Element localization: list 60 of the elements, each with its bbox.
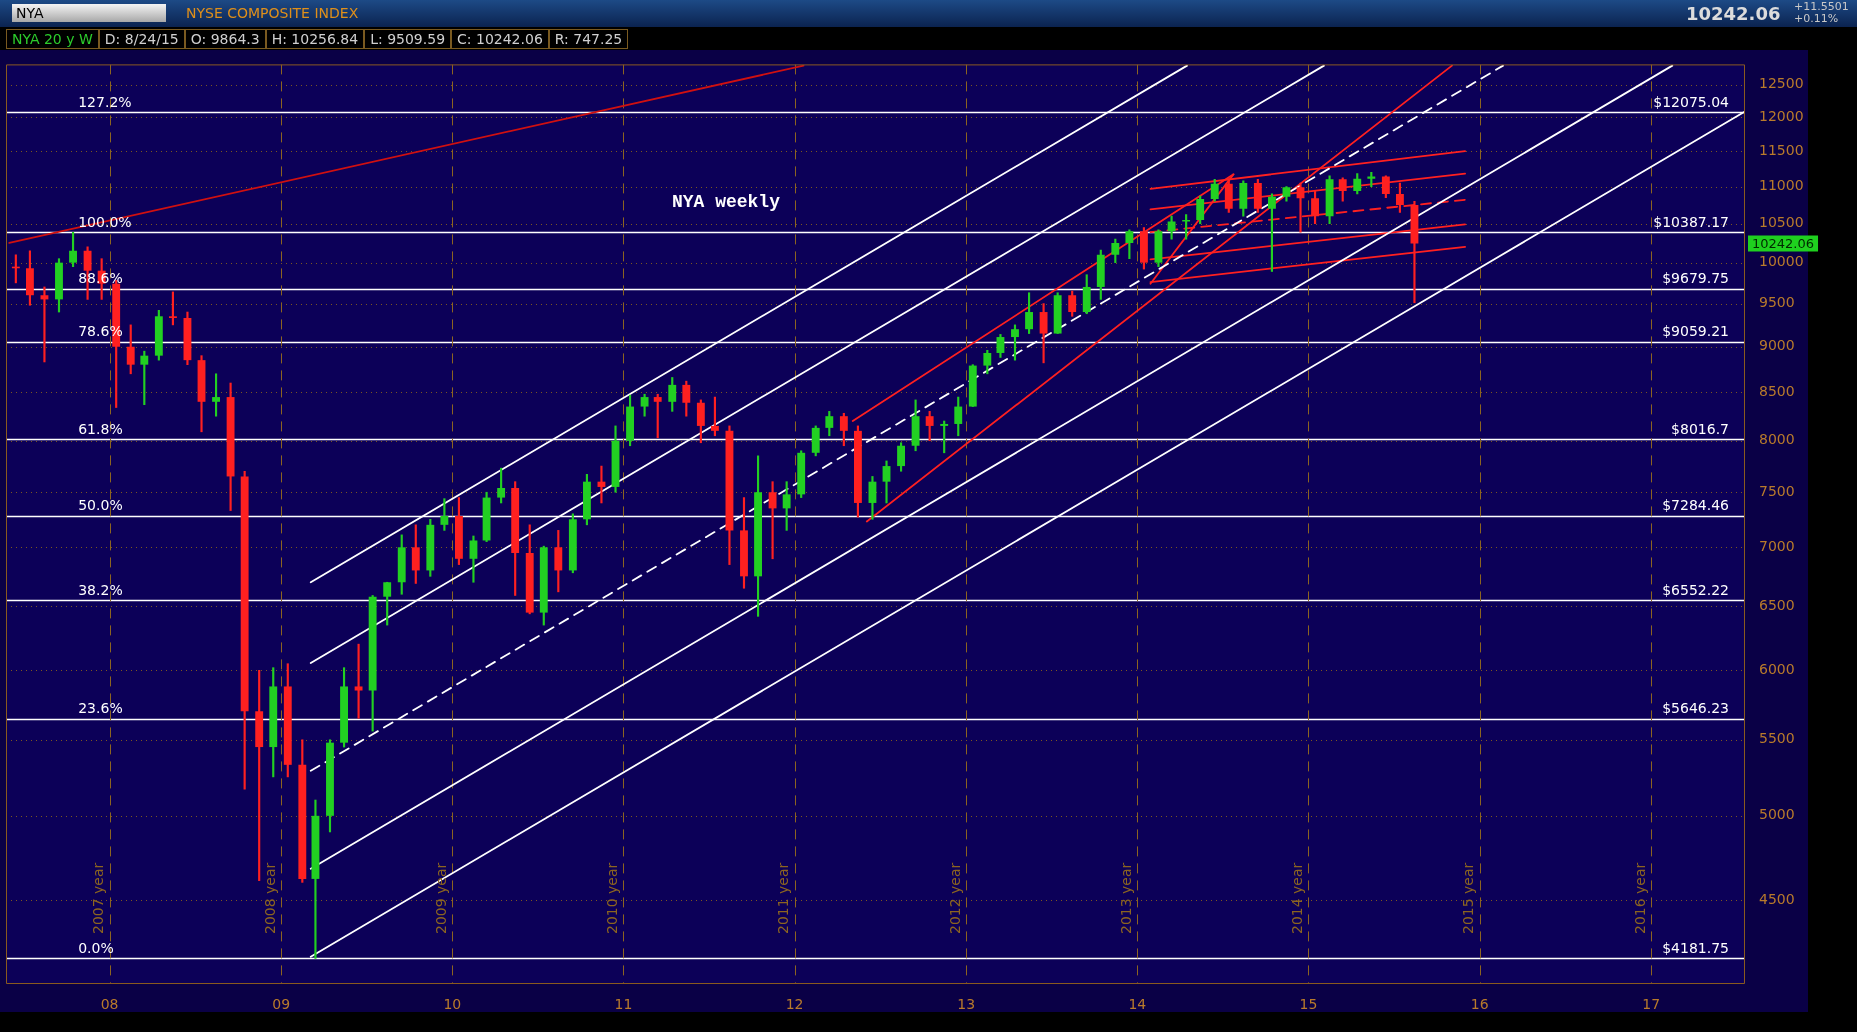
y-tick-label: 7500 (1759, 482, 1795, 499)
ref-line-label: $7284.46 (1662, 497, 1730, 514)
text: NYA (16, 4, 45, 22)
y-tick-label: 5500 (1759, 730, 1795, 747)
ref-line-label: 2015 year (1460, 862, 1477, 934)
annotation: 38.2% (78, 581, 123, 598)
text: +0.11% (1794, 12, 1840, 25)
y-tick-label: 9500 (1759, 294, 1795, 311)
ref-line-label: 2012 year (946, 862, 963, 934)
ref-line-label: $6552.22 (1662, 581, 1729, 598)
y-tick-label: 4500 (1759, 890, 1795, 907)
x-tick-label: 08 (100, 996, 119, 1013)
ref-line-label: 2010 year (604, 862, 621, 934)
x-tick-label: 16 (1470, 996, 1489, 1013)
y-tick-label: 11500 (1759, 141, 1804, 158)
text: +11.5501 (1794, 0, 1849, 13)
x-tick-label: 12 (785, 996, 804, 1013)
y-tick-label: 11000 (1759, 177, 1804, 194)
y-tick-label: 6500 (1759, 597, 1795, 614)
annotation: 61.8% (78, 420, 123, 437)
annotation: NYA weekly (671, 191, 781, 212)
y-tick-label: 8000 (1759, 431, 1795, 448)
y-tick-label: 12500 (1759, 75, 1804, 92)
ref-line-label: 2007 year (90, 862, 107, 934)
annotation: 50.0% (78, 497, 123, 514)
x-tick-label: 10 (443, 996, 462, 1013)
y-tick-label: 10000 (1759, 253, 1804, 270)
x-tick-label: 17 (1642, 996, 1661, 1013)
ref-line-label: 2013 year (1118, 862, 1134, 934)
y-tick-label: 10500 (1759, 214, 1804, 231)
y-tick-label: 5000 (1759, 806, 1795, 823)
x-tick-label: 09 (272, 996, 291, 1013)
ref-line-label: $9059.21 (1662, 323, 1729, 340)
ref-line-label: $9679.75 (1662, 270, 1729, 287)
ref-line-label: 2011 year (775, 862, 792, 934)
x-tick-label: 15 (1299, 996, 1318, 1013)
annotation: 23.6% (78, 700, 123, 717)
annotation: 127.2% (78, 93, 132, 110)
y-tick-label: 9000 (1759, 337, 1795, 354)
annotation: 0.0% (78, 940, 114, 957)
ref-line-label: $12075.04 (1653, 93, 1730, 110)
ref-line-label: $8016.7 (1671, 420, 1729, 437)
x-tick-label: 11 (614, 996, 633, 1013)
y-tick-label: 7000 (1759, 537, 1795, 554)
ref-line-label: 2014 year (1289, 862, 1306, 934)
text: 10242.06 (1752, 235, 1815, 251)
text: 10242.06 (1686, 3, 1781, 24)
ref-line-label: 2009 year (432, 862, 449, 934)
ref-line-label: $4181.75 (1662, 940, 1729, 957)
y-tick-label: 8500 (1759, 383, 1795, 399)
ref-line-label: $10387.17 (1653, 213, 1729, 230)
x-tick-label: 14 (1128, 996, 1147, 1013)
x-tick-label: 13 (957, 996, 976, 1013)
ref-line-label: 2016 year (1631, 862, 1648, 934)
chart-subtitle: NYA 20 y W D: 8/24/15 O: 9864.3 H: 10256.84 L: 9509.59 C: 10242.06 R: 747.25 (11, 30, 624, 49)
ref-line-label: $5646.23 (1662, 700, 1729, 717)
chart-title: NYSE COMPOSITE INDEX (186, 5, 359, 22)
ref-line-label: 2008 year (261, 862, 278, 934)
y-tick-label: 6000 (1759, 660, 1795, 677)
y-tick-label: 12000 (1759, 107, 1804, 124)
